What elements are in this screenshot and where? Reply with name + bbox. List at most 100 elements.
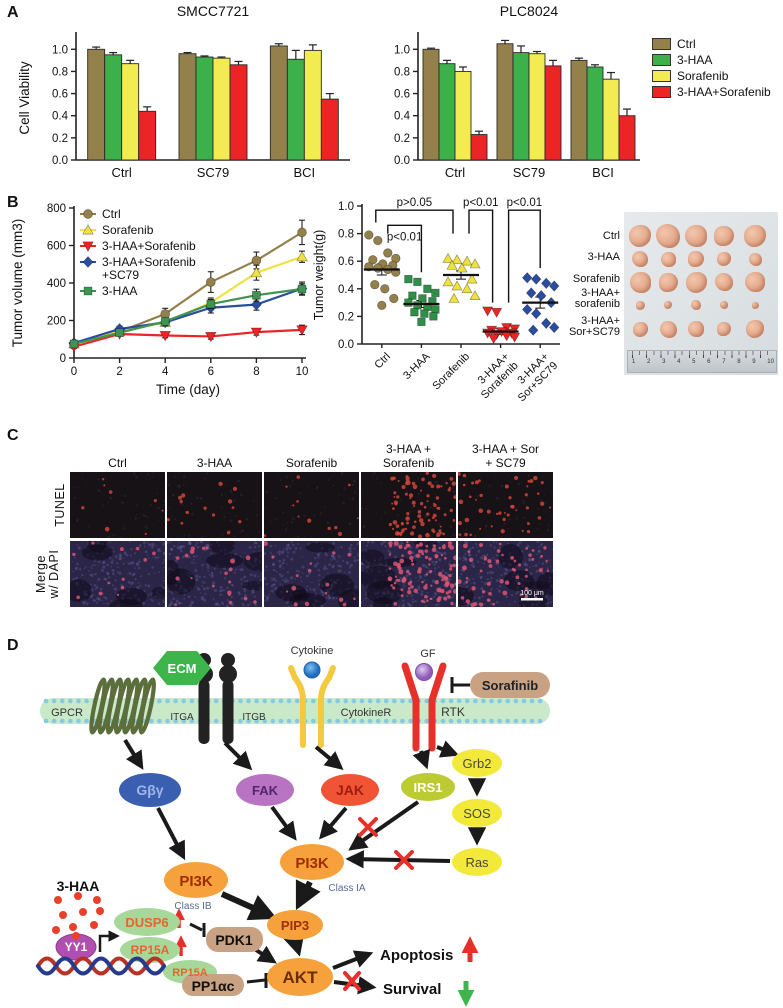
x-axis-title: Time (day)	[156, 382, 220, 397]
stain-dot	[504, 484, 509, 489]
bar-series-Sorafenib	[121, 44, 322, 161]
marker-square	[404, 275, 413, 284]
merge-dapi-image-Ctrl	[70, 541, 165, 607]
stain-dot	[517, 581, 521, 585]
stain-dot	[526, 485, 529, 488]
y-tick-label: 0.0	[338, 339, 354, 351]
tumor	[745, 272, 765, 292]
stain-dot	[428, 563, 431, 566]
stain-dot	[496, 549, 501, 553]
stain-dot	[342, 602, 347, 607]
node-pi3k-class-ib	[164, 862, 228, 898]
arrow-ras-pi3kia-blocked	[345, 850, 451, 869]
stain-dot	[463, 543, 468, 549]
bar	[586, 66, 604, 161]
stain-dot	[448, 573, 452, 578]
stain-dot	[143, 557, 148, 562]
photo-row-label: Ctrl	[602, 230, 620, 242]
survival-label: Survival	[383, 981, 441, 998]
stain-dot	[540, 481, 544, 485]
stain-dot	[453, 495, 456, 500]
tumor	[746, 320, 764, 338]
stain-dot	[292, 504, 295, 507]
3haa-label: 3-HAA	[57, 878, 100, 894]
tumor	[748, 252, 762, 266]
stain-dot	[227, 499, 233, 504]
panel-a-legend: Ctrl 3-HAA Sorafenib 3-HAA+Sorafenib	[652, 36, 771, 100]
stain-dot	[462, 473, 467, 478]
stain-dot	[400, 588, 404, 592]
y-tick-label: 0.4	[52, 111, 69, 123]
p-value-label: p<0.01	[387, 231, 423, 243]
tumor	[688, 321, 704, 337]
arrow-fak-pi3kia	[270, 805, 297, 841]
pi3k-ia-label: PI3K	[295, 855, 329, 872]
stain-dot	[228, 580, 232, 584]
stain-dot	[388, 553, 392, 556]
line-series-3-HAA	[69, 283, 307, 349]
node-ras	[452, 848, 502, 876]
stain-dot	[178, 495, 182, 500]
tumor	[658, 272, 678, 292]
stain-dot	[464, 517, 470, 523]
stain-dot	[337, 531, 343, 537]
3haa-dot	[54, 896, 62, 904]
stain-dot	[426, 512, 430, 516]
stain-dot	[181, 493, 186, 498]
stain-dot	[538, 568, 543, 573]
stain-dot	[537, 516, 542, 520]
tumor	[659, 320, 677, 338]
stain-dot	[406, 512, 410, 516]
stain-dot	[388, 577, 392, 581]
fak-label: FAK	[252, 783, 279, 798]
bar	[528, 53, 546, 161]
stain-dot	[447, 595, 451, 599]
stain-dot	[495, 512, 499, 516]
tumor	[688, 251, 704, 267]
stain-dot	[398, 546, 401, 549]
tumor	[714, 226, 734, 246]
tumor	[664, 301, 672, 309]
stain-dot	[524, 574, 528, 578]
stain-dot	[439, 531, 443, 535]
stain-dot	[432, 544, 437, 548]
stain-dot	[285, 590, 289, 593]
arrow-gpcr-gbg	[123, 738, 144, 770]
marker-square	[413, 277, 422, 287]
stain-dot	[393, 491, 397, 495]
marker-circle	[83, 209, 93, 219]
arrow-yy1-transcription	[98, 930, 120, 952]
x-category-label: Ctrl	[445, 165, 465, 180]
stain-dot	[304, 601, 310, 607]
stain-dot	[423, 585, 428, 590]
stain-dot	[445, 482, 448, 485]
x-category-label: SC79	[197, 165, 230, 180]
plc8024-bar-chart: 0.0 0.2 0.4 0.6 0.8 1.0 PLC8024 Ctrl SC79 BCI	[394, 3, 640, 180]
stain-dot	[432, 473, 437, 479]
yy1-label: YY1	[65, 940, 88, 954]
stain-dot	[121, 577, 125, 581]
y-tick-label: 0.6	[52, 89, 68, 101]
marker-diamond	[540, 317, 552, 329]
ruler-number: 1	[632, 359, 636, 365]
stain-dot	[420, 521, 425, 527]
tumor	[744, 225, 766, 247]
stain-dot	[405, 521, 410, 525]
apoptosis-label: Apoptosis	[380, 947, 453, 964]
stain-dot	[447, 488, 451, 492]
stain-dot	[418, 518, 424, 523]
stain-dot	[72, 552, 76, 556]
y-tick-label: 0.8	[394, 66, 410, 78]
marker-square	[69, 339, 79, 349]
series-line	[73, 287, 303, 345]
stain-dot	[502, 590, 508, 596]
x-irs1-pi3k	[358, 817, 378, 837]
marker-circle	[370, 280, 380, 290]
x-tick-label: 2	[116, 366, 122, 378]
3haa-dot	[79, 908, 87, 916]
class-ib-label: Class IB	[174, 901, 212, 912]
x-tick-label: 0	[71, 366, 77, 378]
stain-dot	[184, 553, 189, 558]
cytokiner-label: CytokineR	[341, 707, 392, 719]
stain-dot	[525, 506, 529, 510]
